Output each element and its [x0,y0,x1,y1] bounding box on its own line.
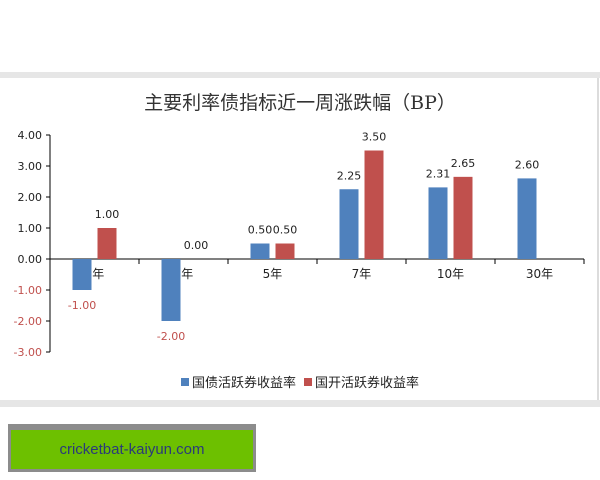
bar [275,243,295,259]
y-tick-label: 3.00 [18,160,43,173]
ad-link-text[interactable]: cricketbat-kaiyun.com [59,441,205,458]
y-tick-label: -3.00 [14,346,42,359]
data-label: 3.50 [362,131,387,144]
bar [97,228,117,259]
data-label: 1.00 [95,208,120,221]
legend-item-cdb-bond: 国开活跃券收益率 [304,372,419,391]
x-tick-label: 5年 [263,267,283,281]
y-tick-label: 4.00 [18,129,43,142]
y-tick-label: 1.00 [18,222,43,235]
top-border [0,72,600,78]
bar [161,259,181,321]
data-label: -2.00 [157,330,185,343]
bar [250,243,270,259]
bar [428,187,448,259]
legend-label: 国开活跃券收益率 [315,376,420,391]
bar [364,150,384,259]
data-label: 2.65 [451,157,476,170]
bar [453,176,473,259]
x-tick-label: 7年 [352,267,372,281]
data-label: 0.50 [273,224,298,237]
legend-item-govt-bond: 国债活跃券收益率 [180,372,296,391]
bar [72,259,92,290]
data-label: 2.31 [426,167,451,180]
legend-swatch-blue [180,377,189,386]
legend-swatch-red [304,377,312,386]
y-tick-label: -1.00 [14,284,42,297]
bar [517,178,537,259]
legend-label: 国债活跃券收益率 [191,376,296,391]
data-label: 2.60 [515,158,540,171]
chart-title: 主要利率债指标近一周涨跌幅（BP） [144,92,456,114]
chart-legend: 国债活跃券收益率 国开活跃券收益率 [0,372,600,391]
data-label: 0.00 [184,239,209,252]
x-tick-label: 10年 [437,267,464,281]
bottom-border [0,400,600,407]
data-label: 0.50 [248,224,273,237]
y-tick-label: -2.00 [14,315,42,328]
y-tick-label: 2.00 [18,191,43,204]
x-tick-label: 30年 [526,267,553,281]
y-tick-label: 0.00 [18,253,43,266]
ad-banner[interactable]: cricketbat-kaiyun.com [8,424,256,472]
data-label: 2.25 [337,169,362,182]
bar [339,189,359,259]
data-label: -1.00 [68,299,96,312]
